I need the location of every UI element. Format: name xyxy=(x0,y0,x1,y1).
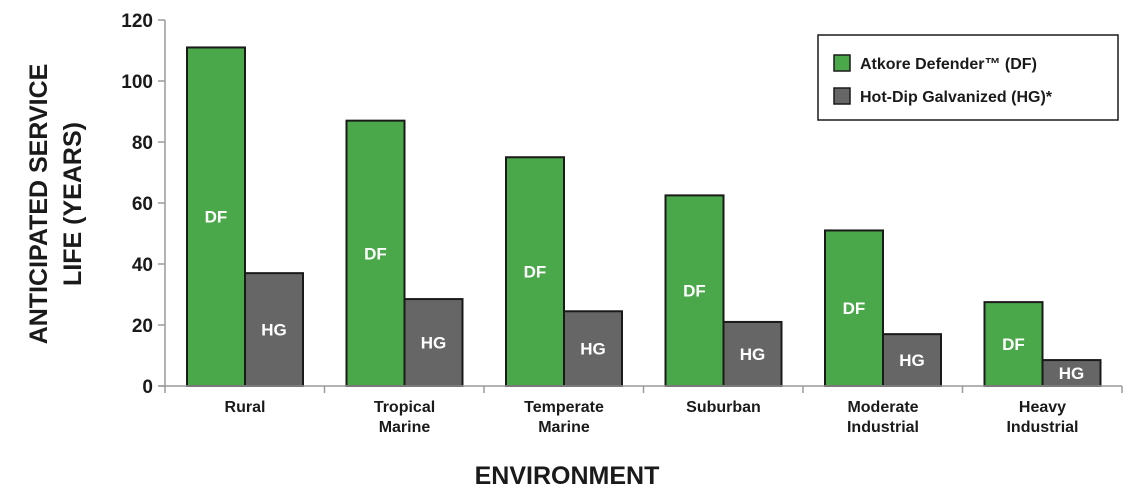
bar-label-hg-0: HG xyxy=(261,321,287,340)
x-category-label-0: Rural xyxy=(225,399,266,416)
y-axis-title: ANTICIPATED SERVICE LIFE (YEARS) xyxy=(25,64,87,345)
legend-swatch-hg xyxy=(834,88,850,104)
x-axis-title: ENVIRONMENT xyxy=(475,462,660,490)
x-category-label-5: Heavy Industrial xyxy=(1006,399,1078,436)
legend-label-df: Atkore Defender™ (DF) xyxy=(860,56,1037,73)
y-tick-label-40: 40 xyxy=(132,255,153,276)
bar-label-df-4: DF xyxy=(843,299,866,318)
bar-label-df-5: DF xyxy=(1002,335,1025,354)
legend-label-hg: Hot-Dip Galvanized (HG)* xyxy=(860,89,1053,106)
y-tick-label-100: 100 xyxy=(121,72,153,93)
x-category-label-3: Suburban xyxy=(686,399,761,416)
bar-label-hg-3: HG xyxy=(740,345,766,364)
x-category-label-4: Moderate Industrial xyxy=(847,399,919,436)
bar-label-hg-5: HG xyxy=(1059,364,1085,383)
legend-swatch-df xyxy=(834,55,850,71)
bar-label-df-0: DF xyxy=(205,208,228,227)
legend-box xyxy=(818,35,1118,120)
bar-label-df-1: DF xyxy=(364,244,387,263)
bar-label-df-3: DF xyxy=(683,282,706,301)
y-tick-label-80: 80 xyxy=(132,133,153,154)
x-category-label-2: Temperate Marine xyxy=(524,399,604,436)
legend: Atkore Defender™ (DF) Hot-Dip Galvanized … xyxy=(818,35,1118,120)
y-tick-label-60: 60 xyxy=(132,194,153,215)
bar-label-hg-1: HG xyxy=(421,334,447,353)
bar-label-df-2: DF xyxy=(524,263,547,282)
y-tick-label-0: 0 xyxy=(142,377,153,398)
x-category-label-1: Tropical Marine xyxy=(374,399,435,436)
y-tick-label-120: 120 xyxy=(121,11,153,32)
bar-label-hg-4: HG xyxy=(899,351,925,370)
y-tick-label-20: 20 xyxy=(132,316,153,337)
bar-label-hg-2: HG xyxy=(580,340,606,359)
